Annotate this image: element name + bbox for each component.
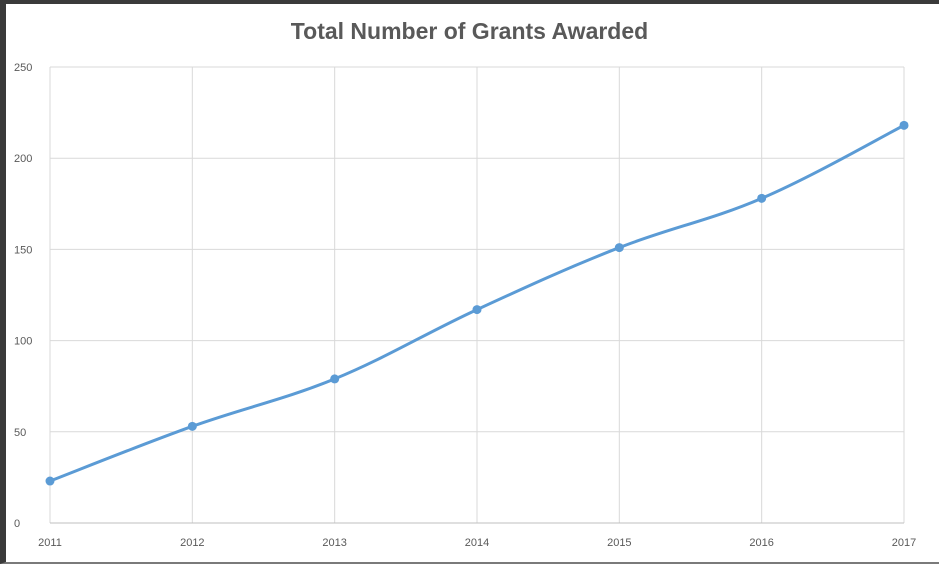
y-tick-label: 200 — [14, 153, 32, 165]
x-tick-labels: 2011 2012 2013 2014 2015 2016 2017 — [38, 537, 916, 549]
y-tick-label: 0 — [14, 518, 20, 530]
x-tick-label: 2012 — [180, 537, 204, 549]
data-point-2017[interactable] — [899, 120, 909, 130]
x-tick-label: 2011 — [38, 537, 62, 549]
gridlines — [49, 66, 905, 523]
y-tick-labels: 0 50 100 150 200 250 — [14, 62, 32, 530]
x-tick-label: 2015 — [607, 537, 631, 549]
chart-title: Total Number of Grants Awarded — [290, 18, 649, 44]
y-tick-label: 100 — [14, 336, 32, 348]
data-point-2016[interactable] — [757, 193, 767, 203]
y-tick-label: 50 — [14, 427, 26, 439]
y-tick-label: 250 — [14, 62, 32, 74]
data-point-2012[interactable] — [187, 421, 197, 431]
data-point-2011[interactable] — [45, 476, 55, 486]
x-tick-label: 2014 — [465, 537, 489, 549]
x-tick-label: 2016 — [749, 537, 773, 549]
y-tick-label: 150 — [14, 244, 32, 256]
x-tick-label: 2013 — [322, 537, 346, 549]
data-point-2015[interactable] — [614, 243, 624, 253]
x-tick-label: 2017 — [892, 537, 916, 549]
series-layer — [45, 120, 909, 486]
data-point-2014[interactable] — [472, 305, 482, 315]
data-point-2013[interactable] — [330, 374, 340, 384]
